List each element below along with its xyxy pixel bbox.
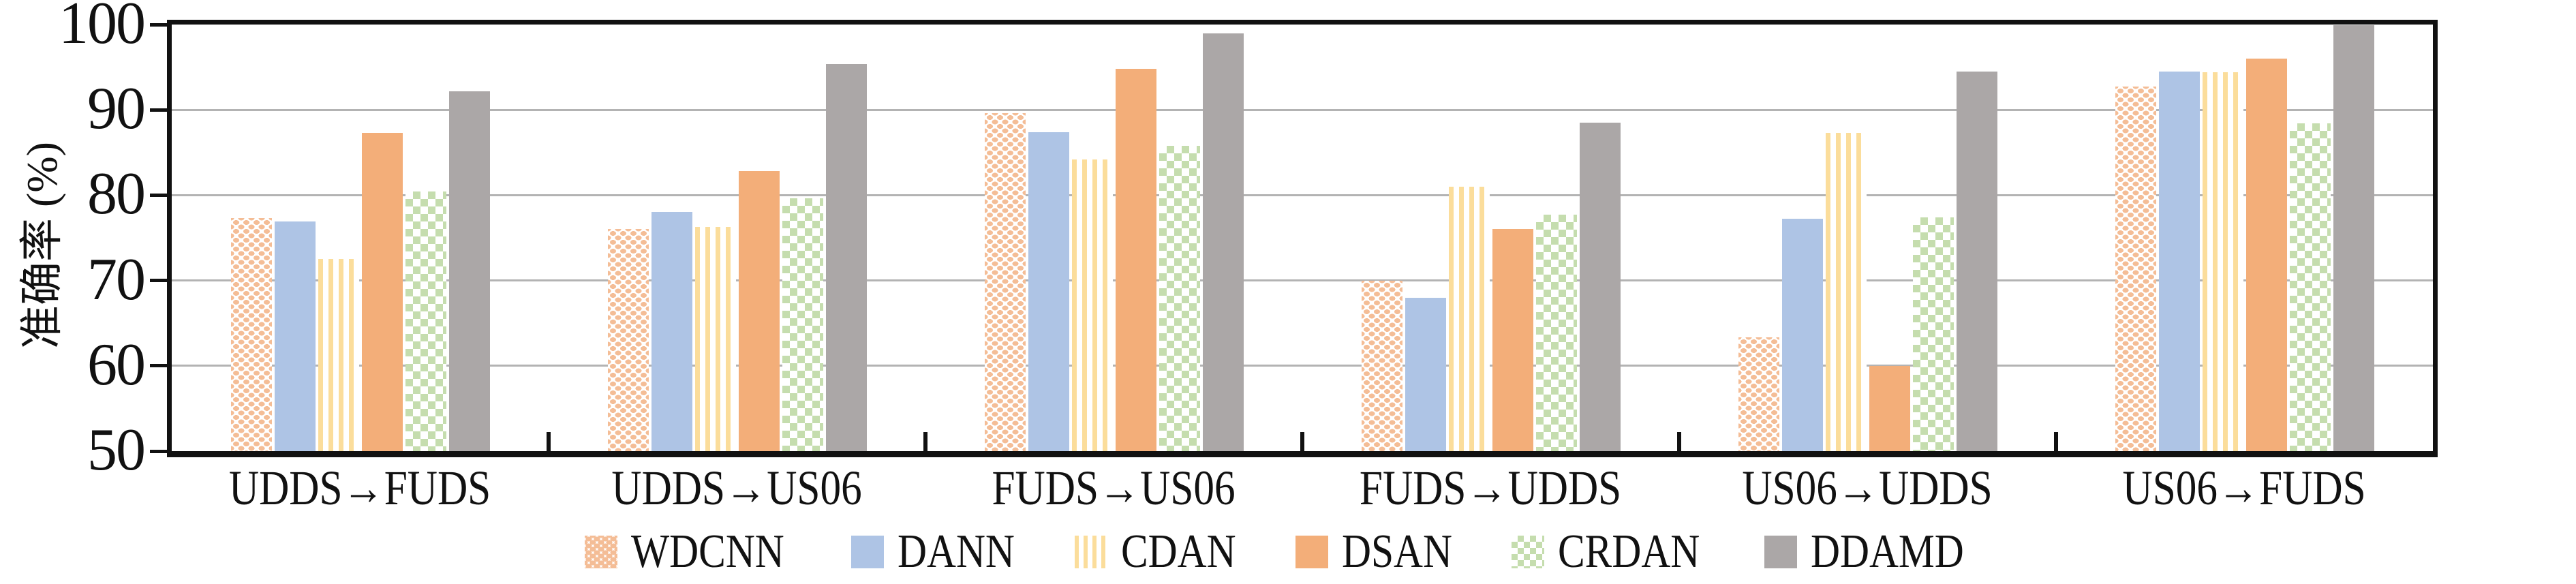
legend-item-ddamd: DDAMD	[1764, 528, 1991, 576]
legend-label-cdan: CDAN	[1121, 525, 1236, 578]
bar-cdan-US06→FUDS	[2202, 72, 2243, 451]
bar-group-FUDS→US06	[925, 25, 1302, 451]
x-boundary-tick-4	[1677, 432, 1681, 451]
y-tick-90	[150, 108, 172, 112]
x-category-label-text: UDDS→FUDS	[229, 461, 491, 515]
y-tick-label-60: 60	[87, 331, 146, 398]
legend-swatch-wdcnn	[585, 536, 618, 568]
bar-cdan-FUDS→UDDS	[1448, 186, 1490, 451]
bar-group-US06→UDDS	[1679, 25, 2056, 451]
y-tick-label-90: 90	[87, 76, 146, 142]
y-tick-label-50: 50	[87, 417, 146, 483]
legend-swatch-cdan	[1075, 536, 1108, 568]
legend-swatch-crdan	[1512, 536, 1545, 568]
bar-ddamd-FUDS→UDDS	[1579, 122, 1621, 451]
legend-label-dsan: DSAN	[1342, 525, 1453, 578]
bar-cdan-US06→UDDS	[1825, 133, 1867, 451]
bar-wdcnn-UDDS→US06	[607, 229, 649, 451]
y-tick-70	[150, 279, 172, 283]
legend-item-dann: DANN	[850, 525, 1035, 578]
bar-cdan-UDDS→FUDS	[318, 259, 359, 451]
plot-frame	[167, 20, 2438, 457]
y-tick-100	[150, 22, 172, 27]
legend-label-crdan: CRDAN	[1558, 525, 1700, 578]
x-category-label-text: US06→FUDS	[2122, 461, 2367, 515]
legend-item-cdan: CDAN	[1075, 528, 1256, 576]
gridline-80	[172, 194, 2433, 196]
y-tick-80	[150, 193, 172, 197]
x-category-label-US06→UDDS: US06→UDDS	[1679, 461, 2056, 515]
legend-label-dann: DANN	[897, 525, 1015, 578]
bar-wdcnn-US06→FUDS	[2115, 87, 2156, 451]
y-tick-50	[150, 449, 172, 453]
bar-cdan-UDDS→US06	[694, 226, 736, 451]
bar-crdan-UDDS→FUDS	[405, 191, 446, 451]
y-tick-label-80: 80	[87, 161, 146, 228]
bar-ddamd-US06→FUDS	[2333, 25, 2374, 451]
bar-dsan-FUDS→UDDS	[1492, 229, 1533, 451]
y-tick-60	[150, 364, 172, 368]
bar-group-UDDS→FUDS	[172, 25, 549, 451]
bar-ddamd-UDDS→FUDS	[448, 91, 490, 451]
bar-wdcnn-US06→UDDS	[1738, 337, 1779, 451]
bar-dann-US06→FUDS	[2158, 71, 2200, 451]
bar-group-US06→FUDS	[2056, 25, 2433, 451]
bar-dsan-US06→FUDS	[2245, 59, 2287, 451]
legend: WDCNN DANN CDAN DSAN CRDAN DDAMD	[0, 525, 2576, 579]
x-category-label-FUDS→US06: FUDS→US06	[925, 461, 1302, 515]
legend-item-wdcnn: WDCNN	[585, 528, 811, 576]
legend-item-crdan: CRDAN	[1512, 528, 1725, 576]
legend-label-wdcnn: WDCNN	[631, 525, 785, 578]
bar-dsan-UDDS→US06	[738, 171, 780, 451]
bar-wdcnn-FUDS→US06	[984, 113, 1026, 451]
x-category-label-text: FUDS→UDDS	[1360, 461, 1622, 515]
gridline-60	[172, 365, 2433, 367]
y-tick-label-70: 70	[87, 246, 146, 313]
bar-wdcnn-UDDS→FUDS	[230, 218, 272, 451]
gridline-70	[172, 279, 2433, 282]
bar-dsan-FUDS→US06	[1115, 69, 1156, 451]
legend-swatch-ddamd	[1764, 536, 1798, 568]
bar-dann-UDDS→US06	[651, 212, 692, 451]
bar-ddamd-US06→UDDS	[1956, 71, 1997, 451]
legend-swatch-dsan	[1295, 536, 1329, 568]
x-boundary-tick-1	[547, 432, 551, 451]
bar-crdan-US06→FUDS	[2289, 123, 2331, 451]
bar-dann-FUDS→UDDS	[1405, 297, 1446, 451]
x-category-label-text: US06→UDDS	[1742, 461, 1993, 515]
bar-crdan-FUDS→US06	[1159, 145, 1200, 451]
bar-ddamd-UDDS→US06	[825, 63, 867, 451]
bar-ddamd-FUDS→US06	[1202, 33, 1244, 451]
bar-cdan-FUDS→US06	[1071, 159, 1113, 451]
bar-group-FUDS→UDDS	[1302, 25, 1679, 451]
bar-dsan-US06→UDDS	[1869, 365, 1910, 451]
x-category-label-UDDS→FUDS: UDDS→FUDS	[172, 461, 549, 515]
bar-dann-FUDS→US06	[1028, 132, 1069, 451]
x-boundary-tick-5	[2054, 432, 2058, 451]
legend-swatch-dann	[850, 536, 884, 568]
x-boundary-tick-3	[1300, 432, 1304, 451]
x-category-label-UDDS→US06: UDDS→US06	[549, 461, 925, 515]
bar-group-UDDS→US06	[549, 25, 925, 451]
bar-crdan-UDDS→US06	[782, 198, 823, 451]
x-boundary-tick-2	[923, 432, 927, 451]
bar-crdan-FUDS→UDDS	[1535, 215, 1577, 451]
bar-wdcnn-FUDS→UDDS	[1361, 280, 1402, 451]
x-category-label-text: UDDS→US06	[611, 461, 863, 515]
legend-label-ddamd: DDAMD	[1811, 525, 1964, 578]
bar-dsan-UDDS→FUDS	[361, 133, 403, 451]
legend-item-dsan: DSAN	[1295, 528, 1472, 576]
bar-crdan-US06→UDDS	[1912, 217, 1954, 451]
x-category-label-FUDS→UDDS: FUDS→UDDS	[1302, 461, 1679, 515]
gridline-90	[172, 108, 2433, 111]
bar-dann-UDDS→FUDS	[274, 221, 316, 451]
x-category-label-US06→FUDS: US06→FUDS	[2056, 461, 2433, 515]
plot-area	[172, 25, 2433, 451]
x-category-label-text: FUDS→US06	[992, 461, 1236, 515]
bar-dann-US06→UDDS	[1781, 219, 1823, 451]
y-tick-label-100: 100	[59, 0, 146, 57]
